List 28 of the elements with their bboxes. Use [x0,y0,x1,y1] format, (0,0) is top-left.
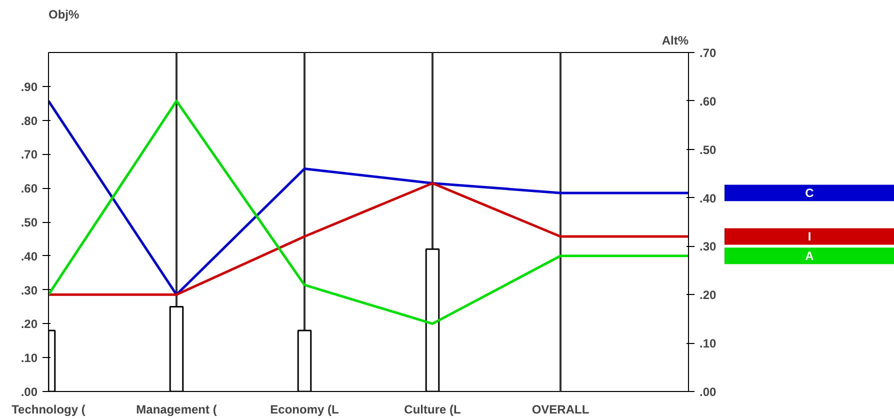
y2-tick-label: .20 [700,288,717,302]
y2-tick-label: .00 [700,385,717,399]
y-tick-label: .30 [20,283,38,298]
y2-tick-label: .70 [700,46,717,60]
y-tick-label: .90 [20,80,38,94]
x-tick-label: Culture (L [404,402,461,416]
y-tick-label: .10 [20,351,38,366]
y-tick-label: .20 [20,317,38,332]
y2-axis-title: Alt% [662,34,689,48]
x-tick-label: Management ( [136,402,217,416]
text: C [805,186,814,200]
y-tick-label: .00 [20,385,38,399]
y-tick-label: .40 [20,249,38,264]
y2-tick-label: .30 [700,240,717,254]
y-tick-label: .70 [20,148,38,162]
y-tick-label: .50 [20,216,38,230]
x-tick-label: OVERALL [532,402,590,416]
y2-tick-label: .40 [700,191,717,206]
y2-tick-label: .60 [700,94,717,108]
y-axis-title: Obj% [48,8,80,22]
x-tick-label: Technology ( [12,402,86,416]
y2-tick-label: .10 [700,336,717,351]
x-tick-label: Economy (L [270,402,339,416]
y2-tick-label: .50 [700,142,717,157]
text: I [808,230,812,244]
y-tick-label: .60 [20,182,38,196]
text: A [805,248,814,263]
y-tick-label: .80 [20,114,38,128]
